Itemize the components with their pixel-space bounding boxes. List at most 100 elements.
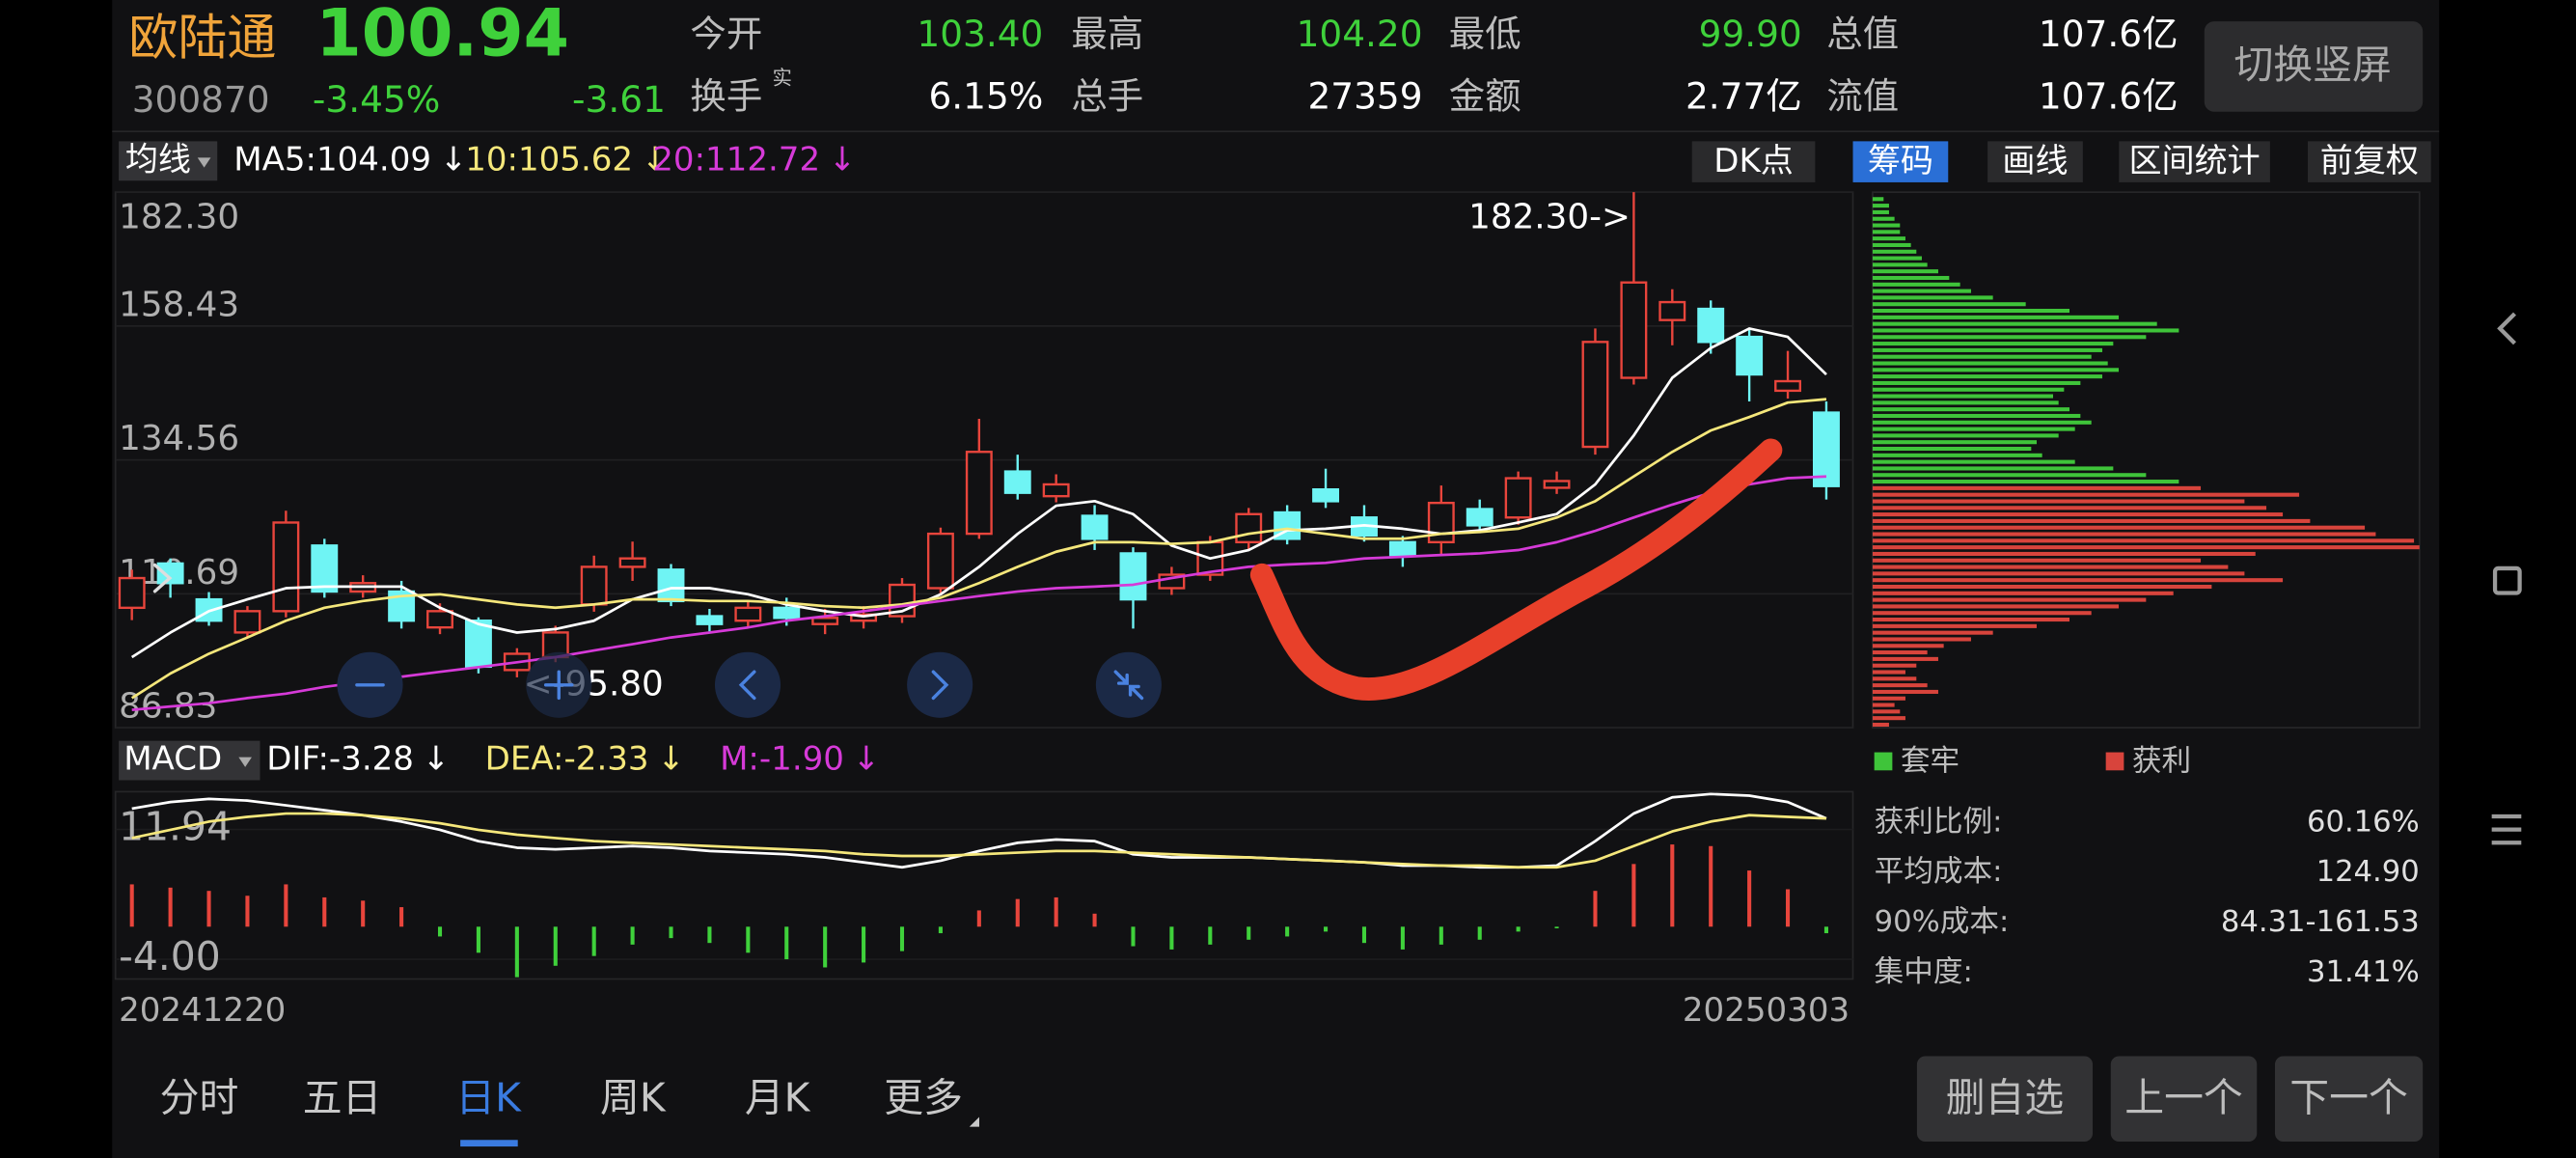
scroll-left[interactable] xyxy=(714,651,781,718)
macd-bar xyxy=(1247,926,1251,940)
candle-body xyxy=(1466,508,1494,527)
legend-trend: ↓ xyxy=(829,140,857,179)
macd-bar xyxy=(1400,926,1405,950)
candle-body xyxy=(1119,552,1147,601)
candle-body xyxy=(1543,480,1571,489)
chip-bar xyxy=(1872,485,2202,490)
tool-button-label: 区间统计 xyxy=(2129,142,2261,180)
macd-bar xyxy=(206,891,211,927)
candle-body xyxy=(1388,540,1416,557)
chip-bar xyxy=(1872,623,2037,628)
macd-selector[interactable] xyxy=(119,740,260,781)
chip-bar xyxy=(1872,578,2284,583)
action-button[interactable] xyxy=(1916,1056,2094,1142)
chip-bar xyxy=(1872,525,2366,530)
nav-home[interactable] xyxy=(2492,565,2522,595)
legend-entry: DIF:-3.28 xyxy=(266,740,414,779)
macd-bar xyxy=(361,900,366,927)
macd-bar xyxy=(1593,891,1598,927)
chip-bar xyxy=(1872,433,2059,438)
candle-body xyxy=(734,606,762,622)
stat-label: 最高 xyxy=(1071,13,1143,55)
chip-bar xyxy=(1872,492,2300,497)
chip-bar xyxy=(1872,302,2026,307)
stock-code: 300870 xyxy=(132,78,270,121)
macd-bar xyxy=(707,926,712,944)
end-date: 20250303 xyxy=(1683,991,1850,1030)
right-icon xyxy=(931,670,949,701)
macd-bar xyxy=(976,910,981,927)
action-button[interactable] xyxy=(2274,1056,2424,1142)
macd-bar xyxy=(1786,889,1791,927)
orientation-label: 切换竖屏 xyxy=(2233,41,2391,88)
tool-button[interactable] xyxy=(1852,141,1949,182)
chip-bar xyxy=(1872,420,2092,425)
chip-bar xyxy=(1872,269,1938,274)
macd-bar xyxy=(553,926,558,966)
tool-button[interactable] xyxy=(2308,141,2431,182)
macd-bar xyxy=(399,907,404,927)
chip-bar xyxy=(1872,289,1971,293)
start-date: 20241220 xyxy=(119,991,286,1030)
tab[interactable]: 月K xyxy=(745,1074,811,1120)
chip-bar xyxy=(1872,551,2256,556)
chip-bar xyxy=(1872,473,2147,478)
chip-bar xyxy=(1872,354,2092,359)
stat-value: 107.6亿 xyxy=(2039,13,2179,55)
chip-bar xyxy=(1872,683,1928,688)
macd-bar xyxy=(938,926,943,934)
macd-bar xyxy=(862,926,866,963)
stat-value: 104.20 xyxy=(1297,13,1423,55)
chip-bar xyxy=(1872,558,2202,563)
plus-icon xyxy=(543,670,574,701)
y-tick-label: 182.30 xyxy=(119,197,239,236)
candle-body xyxy=(773,606,801,620)
candle-body xyxy=(1736,335,1764,376)
chip-bar xyxy=(1872,400,2059,405)
tab[interactable]: 周K xyxy=(600,1074,667,1120)
tab[interactable]: 更多 xyxy=(884,1074,963,1120)
tool-button-label: 筹码 xyxy=(1868,142,1933,180)
tool-button[interactable] xyxy=(2119,141,2270,182)
candle-body xyxy=(1620,281,1648,379)
chip-bar xyxy=(1872,223,1901,228)
legend-swatch xyxy=(2105,752,2124,771)
nav-bar xyxy=(2491,312,2522,845)
macd-bar xyxy=(1361,926,1367,944)
candle-body xyxy=(657,568,685,603)
tool-button[interactable] xyxy=(1691,141,1816,182)
tool-button-label: 画线 xyxy=(2002,142,2068,180)
chip-stat-label: 90%成本: xyxy=(1875,905,2010,939)
chip-bar xyxy=(1872,275,1950,281)
ma-line xyxy=(130,327,1827,659)
action-button[interactable] xyxy=(2110,1056,2258,1142)
scroll-right[interactable] xyxy=(907,651,973,718)
change-pct: -3.45% xyxy=(313,78,440,121)
tab[interactable]: 日K xyxy=(455,1074,522,1120)
chip-bar xyxy=(1872,204,1889,208)
nav-back[interactable] xyxy=(2497,312,2516,345)
chip-bar xyxy=(1872,637,1971,642)
stat-label: 换手 xyxy=(690,75,762,118)
orientation-button[interactable] xyxy=(2204,21,2424,112)
chip-bar xyxy=(1872,342,2114,346)
legend-entry: M:-1.90 xyxy=(720,740,844,779)
chip-bar xyxy=(1872,618,2070,622)
candle-body xyxy=(850,613,878,622)
legend-entry: DEA:-2.33 xyxy=(485,740,649,779)
collapse[interactable] xyxy=(1095,651,1162,718)
tab[interactable]: 分时 xyxy=(160,1074,239,1120)
macd-bar xyxy=(437,926,443,937)
tool-button[interactable] xyxy=(1987,141,2083,182)
chip-bar xyxy=(1872,413,2081,419)
collapse-icon xyxy=(1113,670,1144,701)
nav-menu[interactable] xyxy=(2491,813,2522,845)
chip-bar xyxy=(1872,722,1889,728)
tab[interactable]: 五日 xyxy=(303,1074,382,1120)
stock-name: 欧陆通 xyxy=(128,11,276,68)
macd-bar xyxy=(284,884,288,927)
macd-bar xyxy=(1747,870,1752,927)
macd-frame xyxy=(114,790,1854,980)
